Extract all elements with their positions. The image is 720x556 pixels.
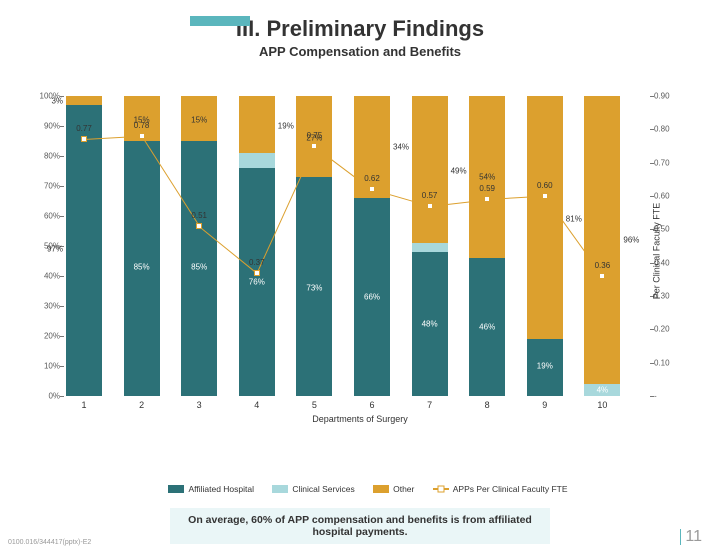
bar-label: 15%: [191, 116, 207, 125]
line-point: [254, 270, 260, 276]
bar-segment-other: [584, 96, 620, 384]
bar-label: 97%: [47, 245, 63, 254]
legend-swatch-affiliated: [168, 485, 184, 493]
bar-label: 4%: [597, 386, 609, 395]
line-point-label: 0.59: [479, 185, 495, 194]
legend-swatch-clinical: [272, 485, 288, 493]
line-point-label: 0.62: [364, 175, 380, 184]
line-point: [196, 223, 202, 229]
y-right-tick: 0.10: [654, 358, 670, 367]
y-axis-right-title: Per Clinical Faculty FTE: [652, 203, 662, 300]
bar-label: 19%: [537, 362, 553, 371]
y-right-tick: 0.80: [654, 125, 670, 134]
bar-label: 34%: [393, 143, 409, 152]
legend-label-clinical: Clinical Services: [292, 484, 354, 494]
line-point-label: 0.36: [595, 261, 611, 270]
bar-label: 66%: [364, 293, 380, 302]
y-right-tick: 0.90: [654, 92, 670, 101]
footer-id: 0100.016/344417(pptx)-E2: [8, 539, 91, 546]
bar-column: 46% 54%: [469, 96, 505, 396]
legend-swatch-line: [433, 488, 449, 489]
x-category: 3: [181, 400, 217, 410]
bar-column: 4%96%: [584, 96, 620, 396]
bar-label: 81%: [566, 215, 582, 224]
page-subtitle: APP Compensation and Benefits: [0, 44, 720, 59]
y-left-tick: 10%: [44, 362, 60, 371]
chart: 0%10%20%30%40%50%60%70%80%90%100% 97%3%8…: [30, 96, 690, 431]
bar-segment-affiliated: [66, 105, 102, 396]
line-point: [139, 133, 145, 139]
bar-segment-other: [527, 96, 563, 339]
y-right-tick: 0.20: [654, 325, 670, 334]
bar-label: 54%: [479, 173, 495, 182]
line-point-label: 0.57: [422, 191, 438, 200]
bar-column: 85% 15%: [181, 96, 217, 396]
line-point: [542, 193, 548, 199]
y-left-tick: 60%: [44, 212, 60, 221]
y-left-tick: 40%: [44, 272, 60, 281]
x-category: 8: [469, 400, 505, 410]
bar-label: 48%: [422, 320, 438, 329]
page-number: 11: [680, 528, 702, 546]
bar-segment-other: [239, 96, 275, 153]
line-point: [81, 136, 87, 142]
bar-label: 85%: [191, 263, 207, 272]
bar-column: 66%34%: [354, 96, 390, 396]
bar-segment-clinical: [412, 243, 448, 252]
line-point-label: 0.51: [191, 211, 207, 220]
x-category: 5: [296, 400, 332, 410]
x-category: 6: [354, 400, 390, 410]
bar-label: 85%: [134, 263, 150, 272]
line-point: [311, 143, 317, 149]
y-right-tick: 0.60: [654, 192, 670, 201]
bar-label: 19%: [278, 122, 294, 131]
legend-swatch-other: [373, 485, 389, 493]
legend-label-line: APPs Per Clinical Faculty FTE: [453, 484, 568, 494]
bar-column: 48%49%: [412, 96, 448, 396]
y-left-tick: 70%: [44, 182, 60, 191]
line-point-label: 0.60: [537, 181, 553, 190]
bar-column: 73%27%: [296, 96, 332, 396]
legend: Affiliated Hospital Clinical Services Ot…: [0, 483, 720, 494]
bar-label: 46%: [479, 323, 495, 332]
bar-label: 3%: [51, 96, 63, 105]
x-category: 1: [66, 400, 102, 410]
x-category: 4: [239, 400, 275, 410]
bar-segment-clinical: [239, 153, 275, 168]
x-category: 10: [584, 400, 620, 410]
legend-label-affiliated: Affiliated Hospital: [188, 484, 254, 494]
bar-label: 76%: [249, 278, 265, 287]
legend-label-other: Other: [393, 484, 414, 494]
y-right-tick: -: [654, 392, 657, 401]
line-point-label: 0.77: [76, 125, 92, 134]
plot-area: 97%3%85%15%85%15%76%19%73%27%66%34%48%49…: [66, 96, 642, 396]
y-left-tick: 90%: [44, 122, 60, 131]
line-point: [599, 273, 605, 279]
y-left-tick: 0%: [48, 392, 60, 401]
line-point-label: 0.75: [307, 131, 323, 140]
bar-label: 96%: [623, 236, 639, 245]
page-title: III. Preliminary Findings: [0, 16, 720, 42]
bar-column: 19%81%: [527, 96, 563, 396]
accent-bar: [190, 16, 250, 26]
line-point-label: 0.37: [249, 258, 265, 267]
line-point: [369, 186, 375, 192]
x-category: 7: [412, 400, 448, 410]
line-point-label: 0.78: [134, 121, 150, 130]
summary-box: On average, 60% of APP compensation and …: [170, 508, 550, 544]
bar-label: 49%: [451, 167, 467, 176]
line-point: [484, 196, 490, 202]
y-left-tick: 30%: [44, 302, 60, 311]
line-point: [427, 203, 433, 209]
y-left-tick: 80%: [44, 152, 60, 161]
bar-column: 85%15%: [124, 96, 160, 396]
bar-segment-other: [412, 96, 448, 243]
x-category: 9: [527, 400, 563, 410]
x-category: 2: [124, 400, 160, 410]
bar-label: 73%: [306, 284, 322, 293]
x-axis-title: Departments of Surgery: [30, 414, 690, 424]
y-right-tick: 0.70: [654, 158, 670, 167]
y-left-tick: 20%: [44, 332, 60, 341]
bar-segment-other: [66, 96, 102, 105]
